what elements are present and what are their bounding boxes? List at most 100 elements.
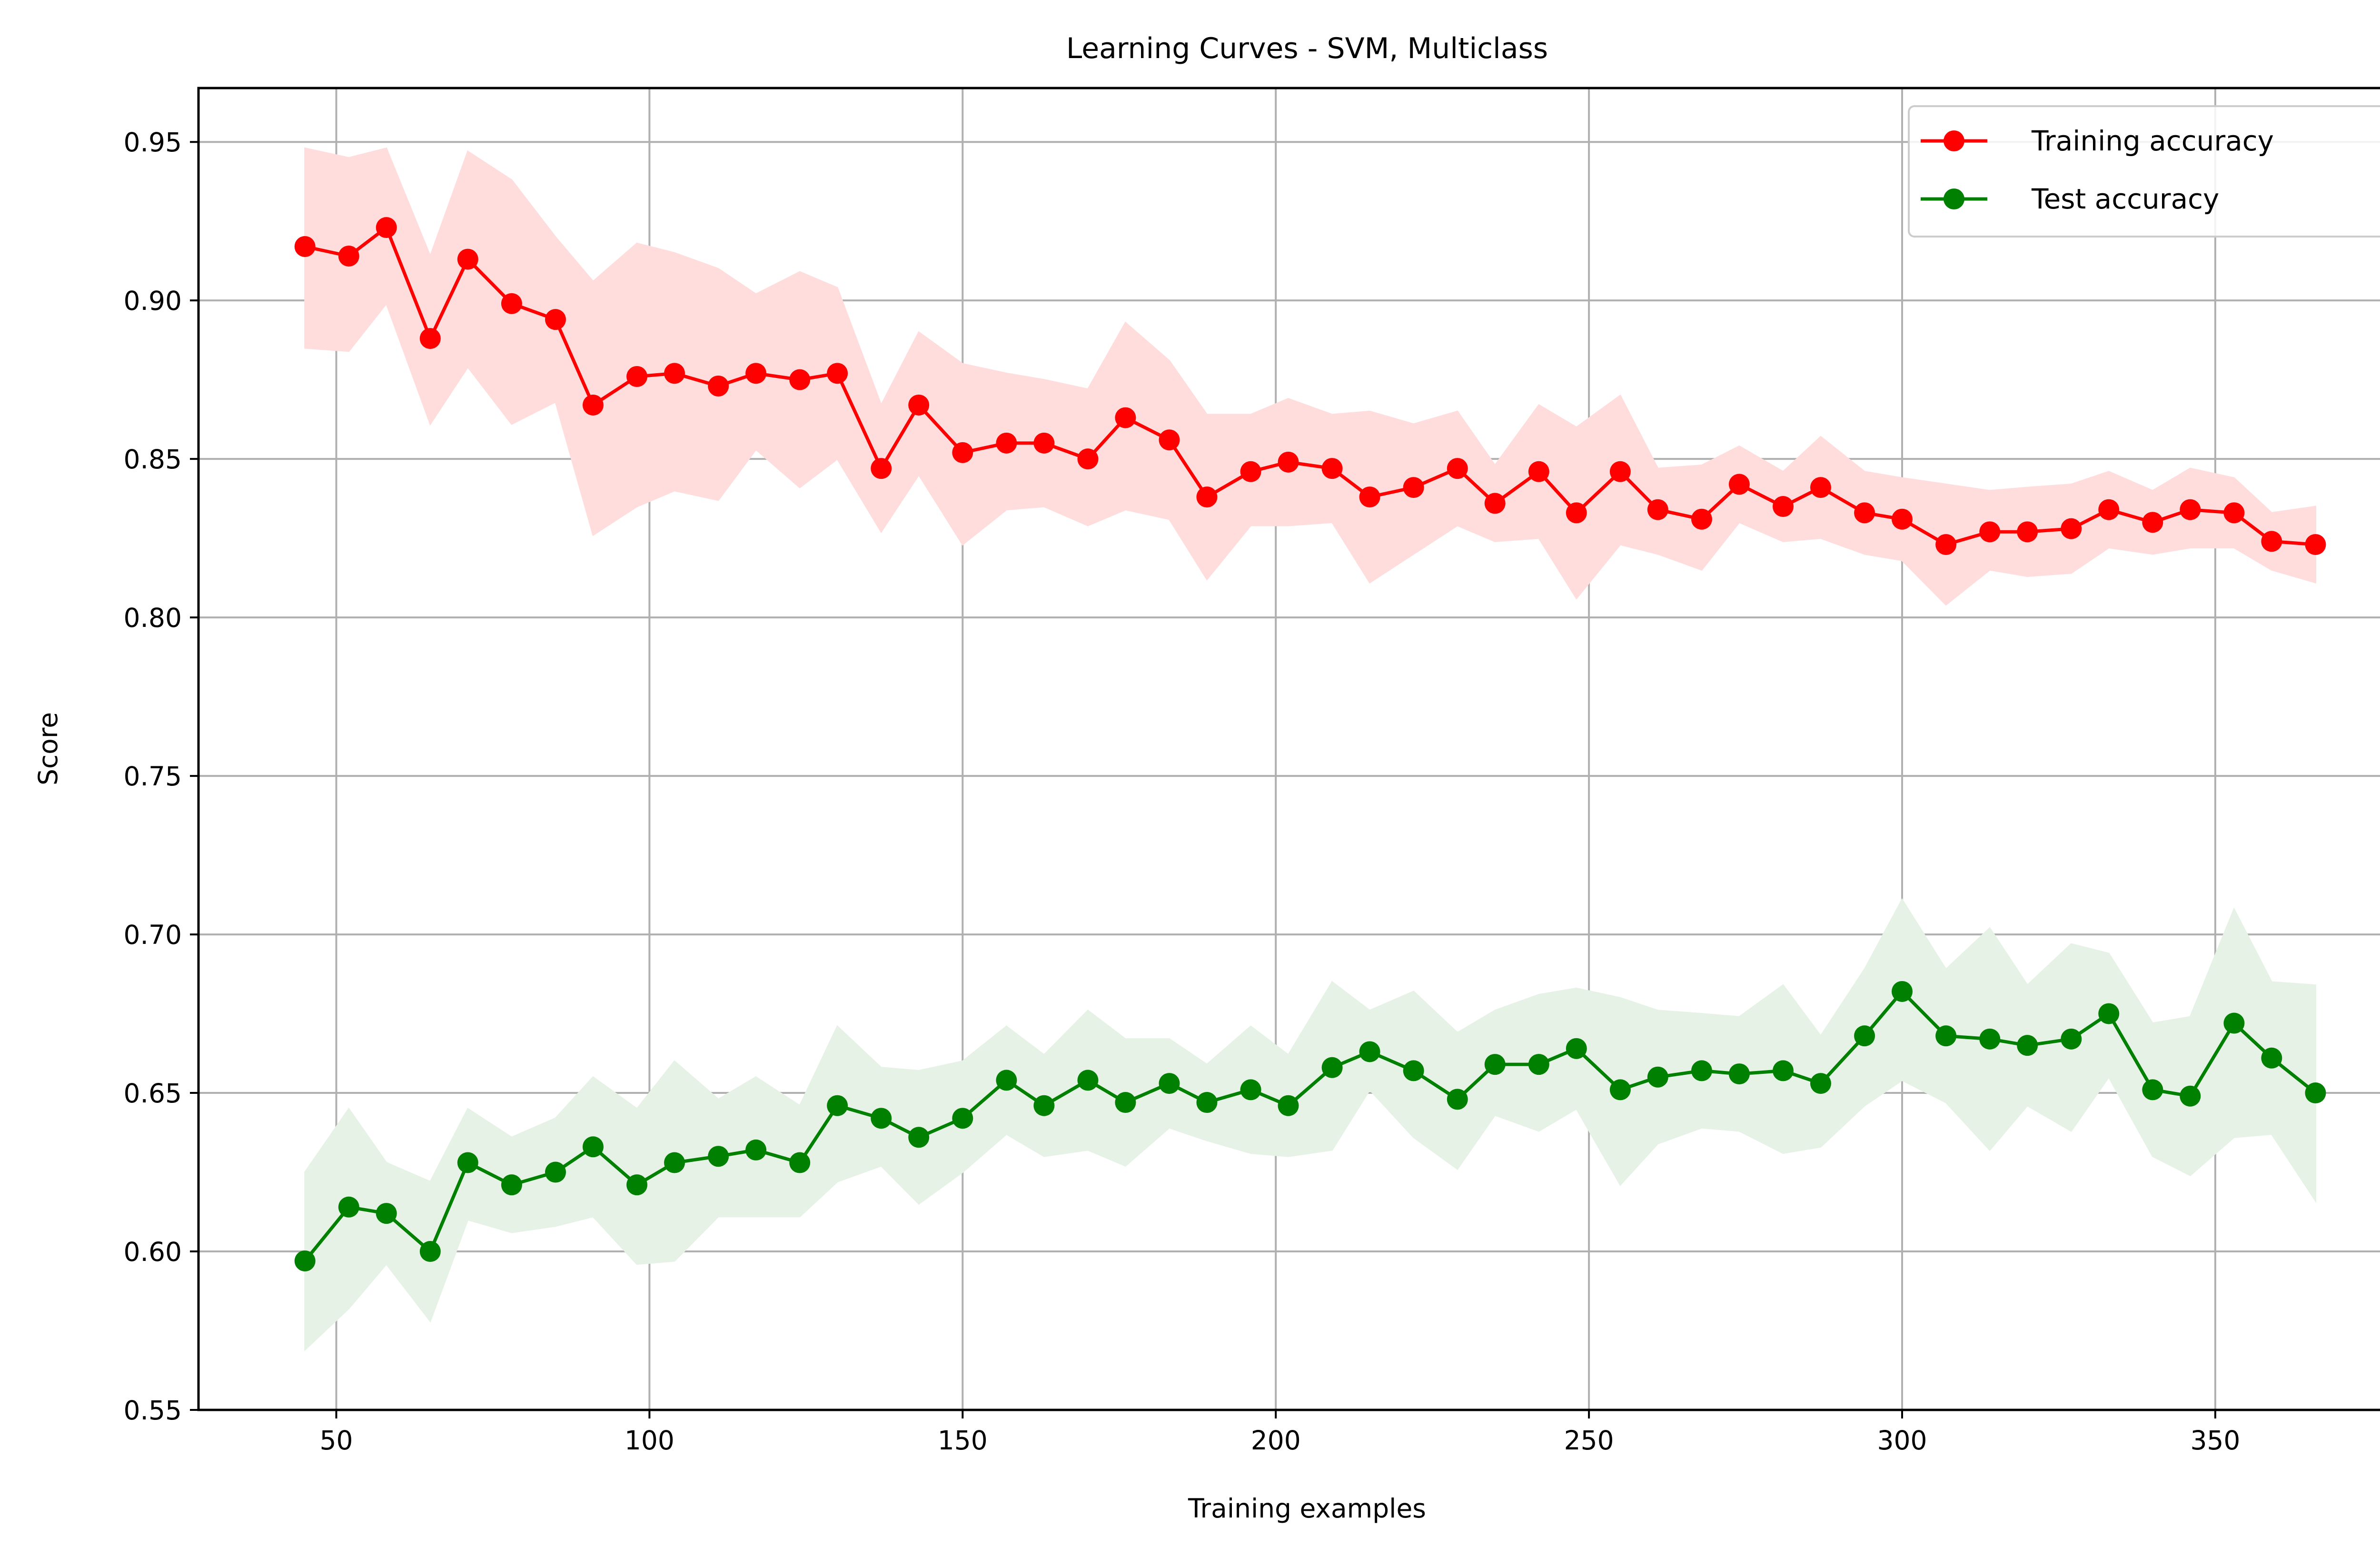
training-accuracy-point — [1033, 432, 1055, 454]
test-accuracy-point — [1278, 1095, 1299, 1116]
test-accuracy-point — [582, 1136, 604, 1158]
legend-box — [1908, 105, 2380, 238]
y-tick-label: 0.65 — [124, 1078, 182, 1109]
training-accuracy-point — [871, 458, 892, 479]
test-accuracy-point — [338, 1196, 359, 1218]
test-accuracy-point — [1528, 1054, 1549, 1075]
training-accuracy-point — [1773, 496, 1794, 517]
training-accuracy-point — [1854, 502, 1875, 524]
training-accuracy-point — [2305, 534, 2326, 555]
x-tick-label: 50 — [319, 1425, 353, 1456]
training-accuracy-point — [996, 432, 1017, 454]
y-tick-label: 0.55 — [124, 1395, 182, 1426]
test-accuracy-point — [457, 1152, 478, 1173]
training-accuracy-point — [376, 217, 397, 238]
training-accuracy-point — [1892, 508, 1913, 530]
training-accuracy-point — [2061, 518, 2082, 539]
test-accuracy-point — [789, 1152, 811, 1173]
test-accuracy-point — [745, 1139, 767, 1160]
training-accuracy-point — [827, 363, 848, 384]
test-accuracy-point — [1854, 1025, 1875, 1047]
y-tick-label: 0.85 — [124, 444, 182, 475]
test-accuracy-point — [501, 1174, 522, 1196]
test-accuracy-point — [2180, 1085, 2201, 1107]
test-accuracy-point — [952, 1108, 973, 1129]
legend-test-label: Test accuracy — [2031, 183, 2219, 215]
x-axis-ticks: 50 100 150 200 250 300 350 — [319, 1410, 2240, 1456]
test-accuracy-point — [1773, 1060, 1794, 1081]
test-accuracy-point — [1892, 981, 1913, 1002]
y-tick-label: 0.95 — [124, 127, 182, 158]
training-accuracy-point — [1447, 458, 1468, 479]
training-accuracy-point — [2223, 502, 2245, 524]
test-accuracy-point — [1728, 1063, 1750, 1085]
legend-training-marker — [1944, 130, 1964, 151]
training-accuracy-point — [545, 309, 566, 330]
test-accuracy-point — [2261, 1047, 2282, 1069]
test-accuracy-point — [871, 1108, 892, 1129]
training-accuracy-point — [2017, 521, 2038, 543]
legend-training-label: Training accuracy — [2031, 125, 2274, 157]
plot-frame — [197, 87, 2380, 1411]
training-accuracy-point — [1810, 477, 1831, 498]
training-accuracy-point — [501, 293, 522, 314]
y-axis-label: Score — [33, 712, 63, 785]
test-accuracy-point — [996, 1070, 1017, 1091]
test-accuracy-point — [1359, 1041, 1380, 1062]
test-accuracy-point — [294, 1250, 316, 1272]
x-tick-label: 200 — [1251, 1425, 1301, 1456]
training-accuracy-point — [338, 245, 359, 267]
y-tick-label: 0.80 — [124, 603, 182, 633]
test-accuracy-point — [626, 1174, 648, 1196]
test-accuracy-point — [1935, 1025, 1957, 1047]
y-tick-label: 0.70 — [124, 920, 182, 950]
x-tick-label: 300 — [1877, 1425, 1927, 1456]
y-tick-label: 0.60 — [124, 1237, 182, 1267]
legend: Training accuracy Test accuracy — [1908, 105, 2380, 238]
test-accuracy-point — [827, 1095, 848, 1116]
test-accuracy-point — [1447, 1089, 1468, 1110]
test-accuracy-point — [376, 1203, 397, 1224]
training-accuracy-point — [1240, 461, 1261, 482]
test-accuracy-point — [545, 1161, 566, 1183]
y-tick-label: 0.75 — [124, 761, 182, 792]
x-tick-label: 250 — [1564, 1425, 1614, 1456]
test-accuracy-point — [2223, 1012, 2245, 1034]
training-accuracy-point — [1566, 502, 1587, 524]
training-accuracy-point — [1321, 458, 1343, 479]
training-accuracy-point — [2142, 512, 2163, 533]
test-accuracy-point — [1321, 1057, 1343, 1078]
training-accuracy-point — [1935, 534, 1957, 555]
training-accuracy-point — [457, 248, 478, 270]
training-accuracy-point — [1278, 451, 1299, 473]
test-accuracy-point — [708, 1146, 729, 1167]
training-accuracy-point — [708, 375, 729, 397]
test-accuracy-point — [2061, 1028, 2082, 1050]
y-axis-ticks: 0.55 0.60 0.65 0.70 0.75 0.80 0.85 0.90 0.95 — [124, 127, 198, 1426]
training-accuracy-point — [2180, 499, 2201, 520]
training-accuracy-point — [1115, 407, 1136, 428]
test-accuracy-point — [2305, 1082, 2326, 1104]
chart-title: Learning Curves - SVM, Multiclass — [1066, 32, 1548, 65]
test-accuracy-point — [1810, 1073, 1831, 1094]
training-accuracy-point — [664, 363, 685, 384]
training-accuracy-point — [1403, 477, 1424, 498]
training-accuracy-point — [1196, 486, 1218, 508]
x-axis-label: Training examples — [1188, 1493, 1426, 1524]
test-accuracy-point — [1077, 1070, 1099, 1091]
test-accuracy-point — [664, 1152, 685, 1173]
training-accuracy-point — [419, 328, 441, 349]
test-accuracy-band — [304, 898, 2316, 1351]
x-tick-label: 350 — [2190, 1425, 2240, 1456]
training-accuracy-point — [294, 236, 316, 257]
training-accuracy-point — [1077, 448, 1099, 470]
training-accuracy-point — [745, 363, 767, 384]
test-accuracy-point — [1691, 1060, 1712, 1081]
test-accuracy-point — [1196, 1092, 1218, 1113]
training-accuracy-point — [789, 369, 811, 390]
test-accuracy-point — [1609, 1079, 1631, 1101]
test-accuracy-point — [419, 1241, 441, 1262]
training-accuracy-point — [2098, 499, 2120, 520]
training-accuracy-point — [1728, 474, 1750, 495]
